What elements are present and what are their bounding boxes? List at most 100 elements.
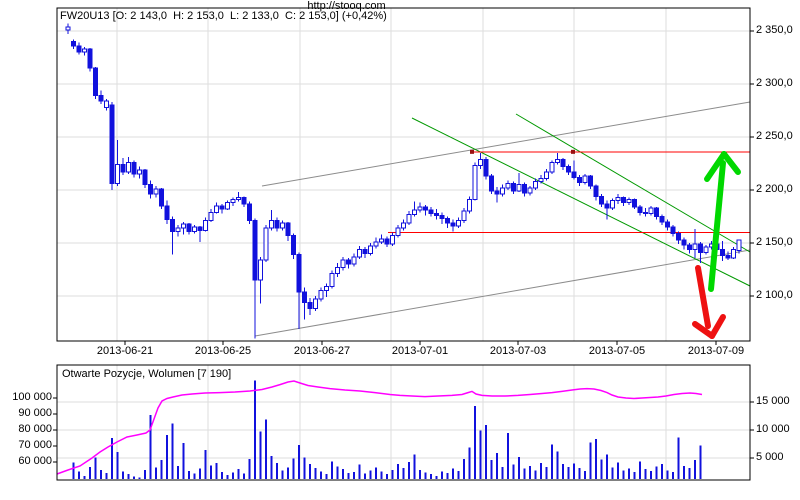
candle-up bbox=[538, 177, 544, 183]
candle-down bbox=[302, 291, 307, 303]
volume-bar bbox=[677, 437, 680, 479]
volume-bar bbox=[633, 472, 636, 479]
candle-up bbox=[324, 285, 329, 292]
volume-bar bbox=[490, 460, 493, 479]
volume-bar bbox=[650, 470, 652, 479]
candle-down bbox=[637, 206, 643, 213]
vol-axis-label: 15 000 bbox=[756, 395, 790, 407]
rising-channel-lower bbox=[254, 249, 751, 337]
candle-up bbox=[335, 266, 340, 275]
volume-bar bbox=[562, 464, 564, 479]
candle-up bbox=[516, 184, 522, 192]
price-plot-area[interactable] bbox=[56, 7, 751, 342]
down-arrow bbox=[692, 265, 726, 339]
volume-bar bbox=[397, 464, 399, 479]
volume-bar bbox=[694, 460, 696, 479]
volume-bar bbox=[149, 414, 152, 479]
volume-bar bbox=[501, 466, 504, 479]
candle-down bbox=[296, 254, 302, 293]
candle-down bbox=[252, 220, 258, 281]
x-axis-label: 2013-06-21 bbox=[96, 345, 154, 357]
candle-up bbox=[527, 187, 533, 194]
volume-bar bbox=[259, 431, 262, 479]
volume-bar bbox=[556, 451, 559, 479]
candle-up bbox=[615, 196, 621, 202]
volume-bar bbox=[683, 465, 685, 479]
volume-bar bbox=[94, 457, 97, 479]
volume-bar bbox=[617, 462, 619, 479]
volume-bar bbox=[622, 470, 625, 479]
volume-bar bbox=[661, 464, 663, 479]
candle-up bbox=[214, 205, 219, 213]
candle-down bbox=[489, 175, 494, 192]
volume-bar bbox=[479, 430, 482, 479]
volume-bar bbox=[600, 459, 603, 479]
candle-up bbox=[280, 222, 285, 229]
candle-down bbox=[71, 41, 76, 47]
candle-up bbox=[236, 196, 241, 201]
candle-down bbox=[285, 222, 291, 237]
candle-down bbox=[164, 205, 170, 221]
candle-up bbox=[582, 175, 588, 184]
volume-plot-area[interactable] bbox=[56, 364, 751, 481]
volume-bar bbox=[276, 463, 278, 479]
volume-bar bbox=[221, 472, 223, 479]
candle-up bbox=[379, 238, 384, 243]
candle-up bbox=[258, 259, 263, 281]
volume-bar bbox=[386, 474, 388, 479]
candle-down bbox=[98, 95, 104, 102]
volume-bar bbox=[303, 457, 306, 479]
candle-down bbox=[76, 45, 82, 53]
candle-up bbox=[225, 202, 230, 210]
candle-down bbox=[87, 48, 93, 69]
candle-up bbox=[65, 26, 71, 31]
candle-down bbox=[654, 207, 659, 218]
candle-up bbox=[412, 209, 417, 215]
falling-trendline-2 bbox=[515, 113, 751, 253]
oi-axis-label: 100 000 bbox=[12, 391, 52, 403]
candle-up bbox=[82, 48, 87, 53]
resistance-line-handle bbox=[470, 149, 474, 154]
candle-up bbox=[263, 227, 269, 261]
candle-down bbox=[483, 158, 489, 177]
price-axis-label: 2 300,0 bbox=[756, 77, 793, 89]
price-chart-title: FW20U13 [O: 2 143,0 H: 2 153,0 L: 2 133,… bbox=[60, 10, 387, 22]
candle-up bbox=[175, 227, 181, 232]
volume-bar bbox=[177, 465, 179, 479]
volume-bar bbox=[584, 470, 586, 479]
stooq-url[interactable]: http://stooq.com bbox=[307, 0, 386, 12]
volume-bar bbox=[248, 459, 251, 479]
price-axis-label: 2 200,0 bbox=[756, 183, 793, 195]
volume-bar bbox=[424, 472, 427, 479]
candle-down bbox=[439, 214, 445, 220]
candle-up bbox=[390, 235, 395, 245]
candle-up bbox=[533, 181, 538, 189]
candle-up bbox=[208, 211, 214, 222]
candle-up bbox=[610, 200, 615, 209]
volume-bar bbox=[369, 470, 372, 479]
oi-axis-label: 80 000 bbox=[18, 423, 52, 435]
vol-axis-label: 5 000 bbox=[756, 451, 784, 463]
candle-up bbox=[395, 227, 401, 237]
volume-bar bbox=[408, 461, 410, 479]
candle-up bbox=[368, 245, 373, 255]
rising-channel-upper bbox=[261, 101, 751, 187]
candle-down bbox=[197, 226, 203, 231]
volume-bar bbox=[672, 472, 674, 479]
up-arrow bbox=[704, 151, 741, 292]
volume-bar bbox=[138, 477, 141, 479]
candle-down bbox=[560, 158, 566, 168]
candle-down bbox=[93, 67, 98, 97]
volume-bar bbox=[375, 467, 377, 479]
candle-up bbox=[104, 100, 109, 108]
candle-up bbox=[115, 164, 120, 185]
volume-bar bbox=[639, 461, 641, 479]
resistance-line-handle bbox=[571, 149, 575, 154]
volume-bar bbox=[204, 450, 207, 479]
volume-bar bbox=[441, 471, 443, 479]
volume-bar bbox=[182, 442, 185, 479]
candle-up bbox=[500, 187, 505, 195]
x-axis-label: 2013-07-03 bbox=[489, 345, 547, 357]
candle-down bbox=[676, 232, 681, 241]
